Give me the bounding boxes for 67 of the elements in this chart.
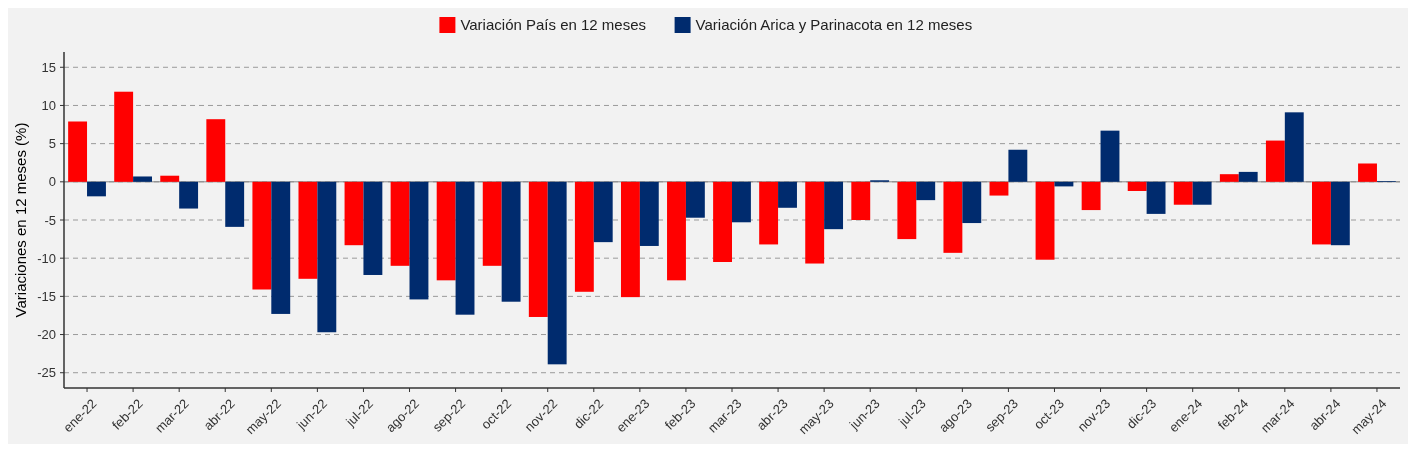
bar — [1173, 181, 1193, 205]
y-tick-label: 10 — [41, 98, 56, 113]
bar — [225, 181, 245, 227]
bar — [1265, 140, 1285, 182]
bar — [713, 181, 732, 262]
bar — [528, 181, 548, 317]
y-axis-title: Variaciones en 12 meses (%) — [12, 122, 29, 318]
bar — [620, 181, 640, 298]
bar — [87, 181, 106, 197]
y-tick-label: -5 — [44, 212, 56, 228]
y-tick-label: 15 — [41, 59, 56, 75]
y-tick-label: -10 — [37, 250, 56, 266]
bar — [1127, 181, 1147, 191]
bar — [114, 91, 134, 182]
bar — [574, 181, 594, 292]
bar — [1312, 181, 1331, 245]
bar — [344, 181, 364, 246]
bar — [685, 181, 705, 218]
bar — [1008, 149, 1028, 182]
bar — [824, 181, 844, 230]
bar — [1330, 181, 1350, 246]
bar — [133, 176, 152, 182]
bar — [897, 181, 917, 240]
bar — [778, 181, 797, 208]
bar — [1284, 112, 1304, 182]
bar — [271, 181, 291, 314]
bar — [851, 181, 871, 220]
bar — [639, 181, 659, 246]
bar — [732, 181, 751, 223]
bar — [1238, 171, 1258, 182]
y-tick-label: -15 — [37, 288, 56, 304]
bar — [1358, 163, 1377, 182]
bar — [455, 181, 475, 315]
bar — [1219, 174, 1239, 182]
bar — [805, 181, 825, 264]
bar — [482, 181, 502, 266]
bar — [943, 181, 963, 253]
bar — [206, 119, 226, 182]
bar — [363, 181, 383, 275]
bar — [916, 181, 936, 201]
bar — [179, 181, 199, 209]
bar — [1081, 181, 1101, 211]
bar — [1100, 130, 1120, 182]
legend-label: Variación País en 12 meses — [460, 16, 647, 33]
bar — [317, 181, 337, 333]
bar — [409, 181, 429, 300]
bar — [160, 175, 180, 182]
y-tick-label: 5 — [48, 136, 56, 152]
bar — [252, 181, 272, 290]
bar — [962, 181, 982, 224]
bar — [501, 181, 521, 302]
bar — [68, 121, 88, 182]
legend-label: Variación Arica y Parinacota en 12 meses — [695, 16, 973, 33]
bar — [759, 181, 779, 245]
bar — [1146, 181, 1166, 214]
y-tick-label: -20 — [37, 327, 56, 343]
y-tick-label: 0 — [48, 174, 56, 190]
bar — [436, 181, 456, 281]
bar — [1192, 181, 1212, 205]
bar — [667, 181, 686, 281]
bar — [989, 181, 1009, 196]
bar — [298, 181, 318, 279]
bar — [547, 181, 567, 365]
bar — [1035, 181, 1055, 260]
y-tick-label: -25 — [37, 365, 56, 381]
bar — [390, 181, 410, 266]
bar — [593, 181, 613, 243]
